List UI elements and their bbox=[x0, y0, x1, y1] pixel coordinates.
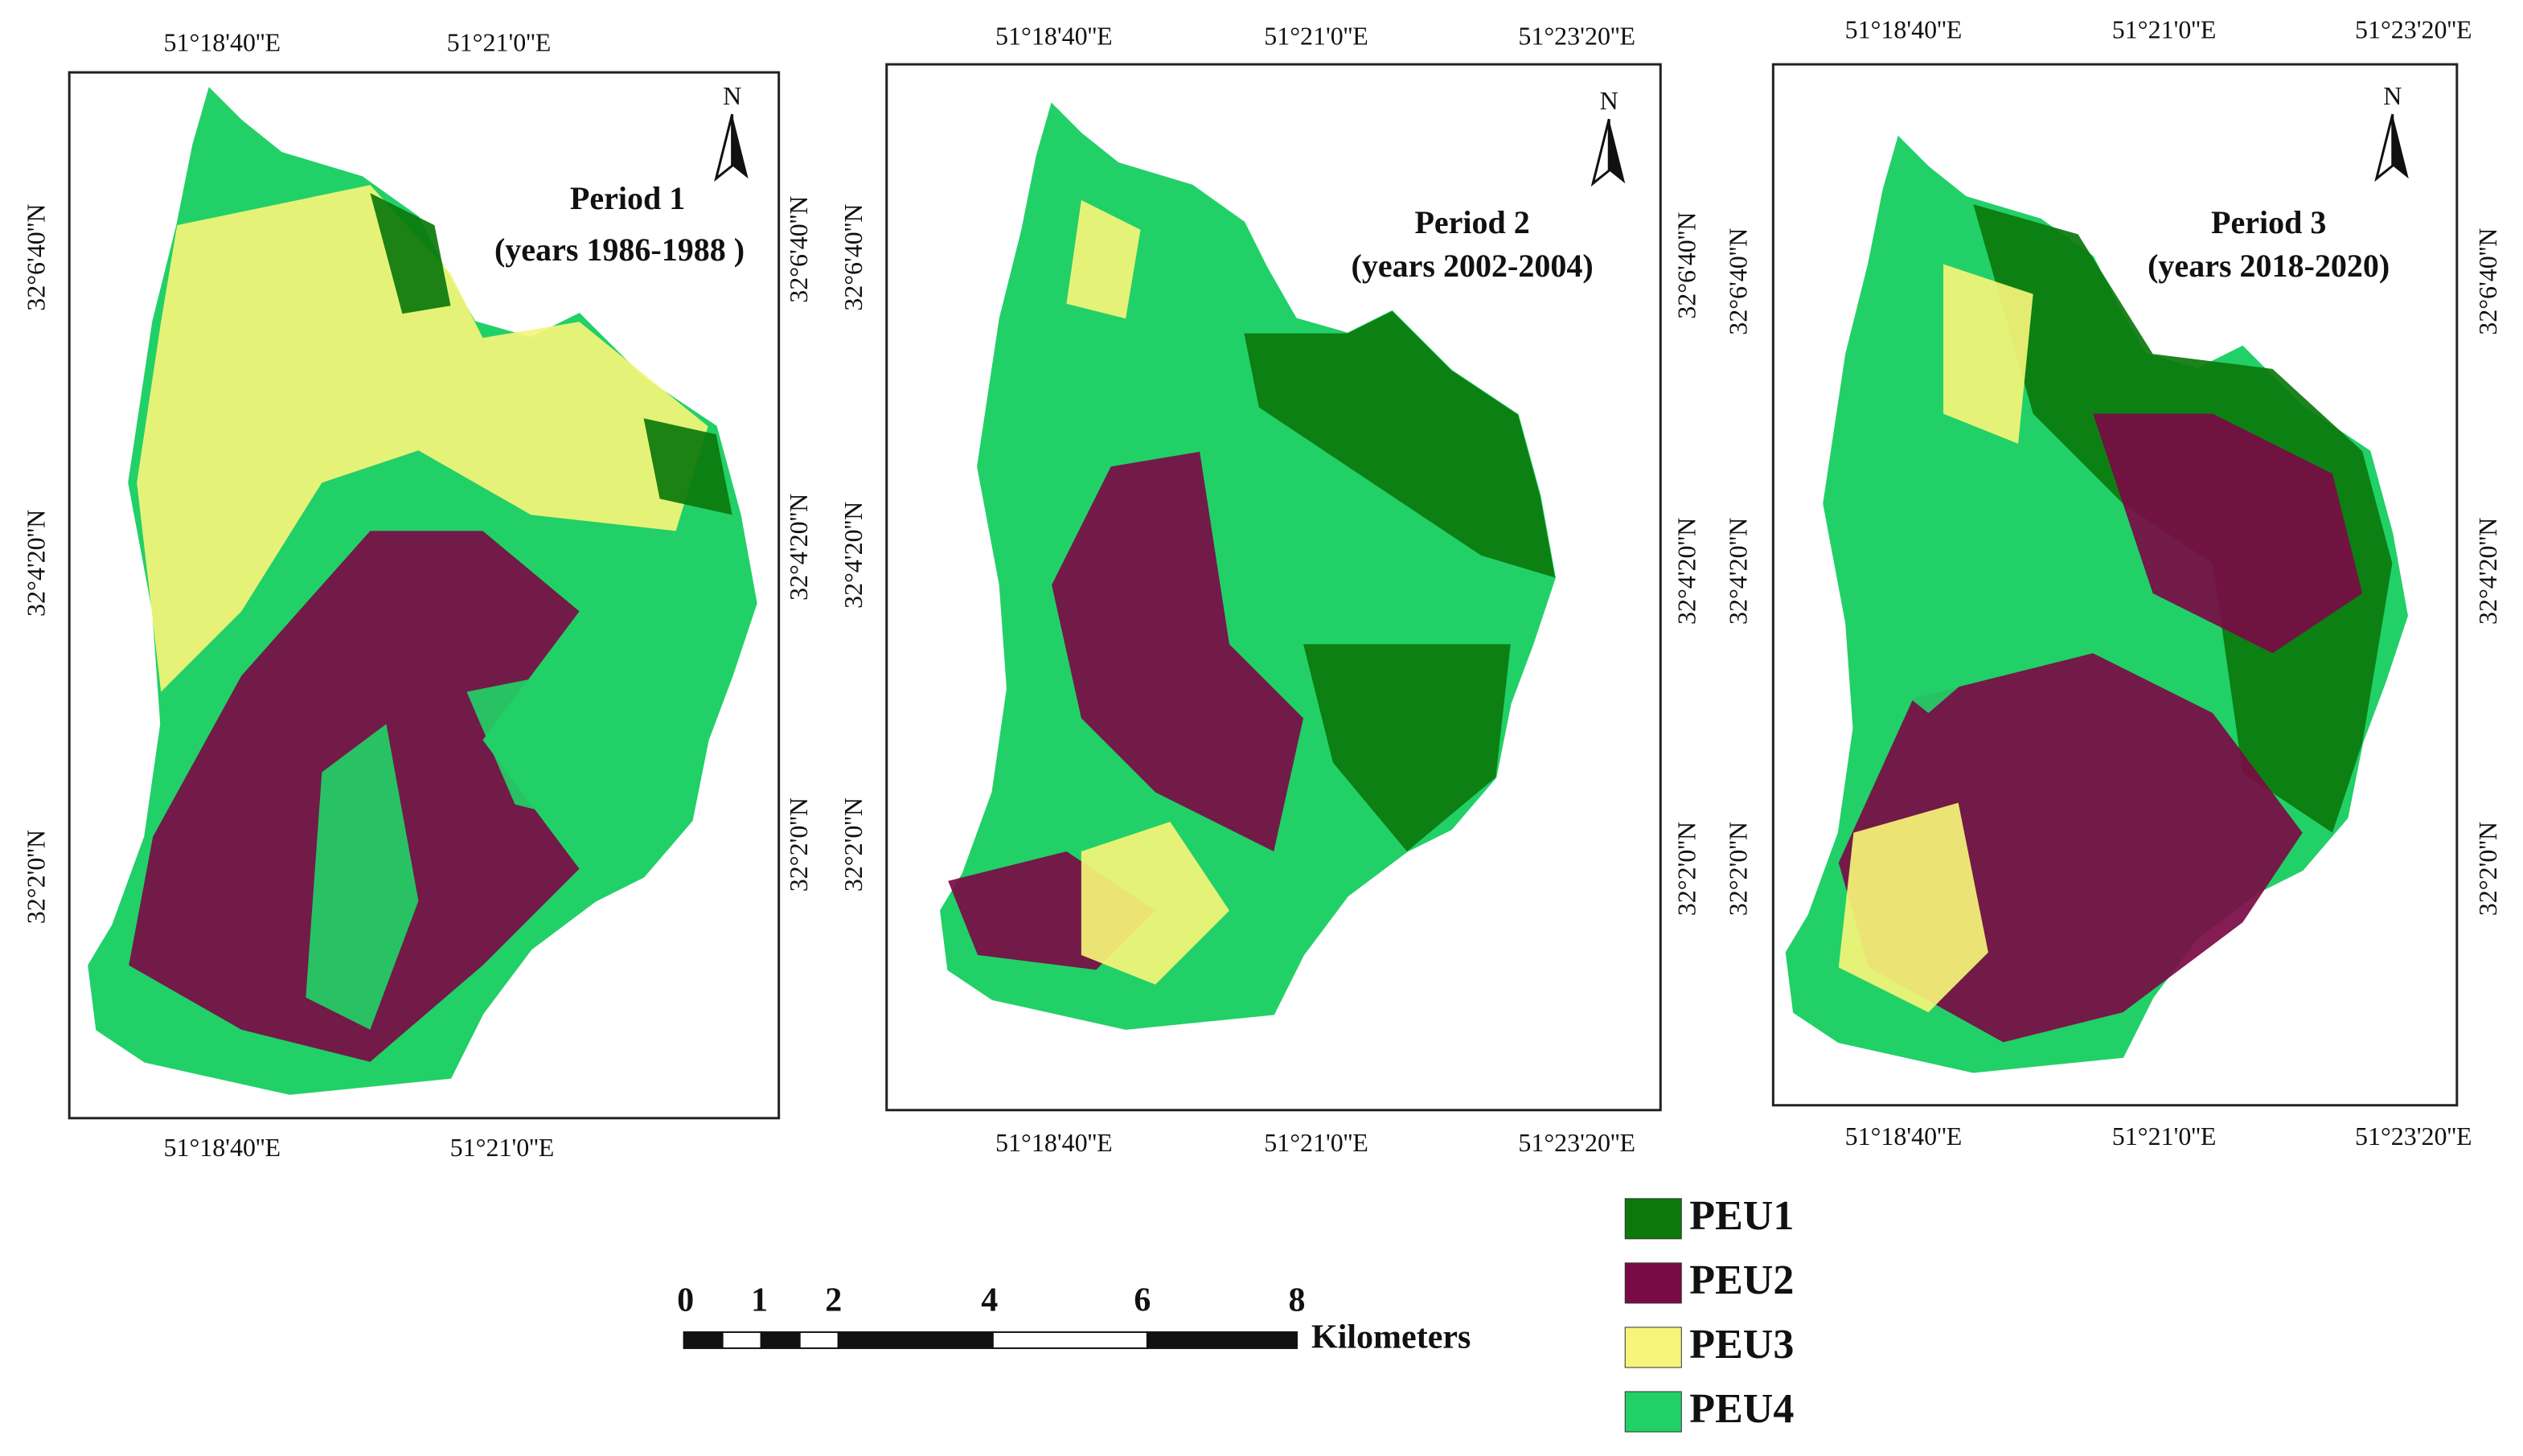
scale-segment bbox=[721, 1331, 762, 1349]
panel-subtitle: (years 2002-2004) bbox=[1352, 248, 1594, 284]
panel-title: Period 3 bbox=[2211, 204, 2326, 240]
scale-label: 0 bbox=[677, 1282, 694, 1319]
right-tick-label: 32°2'0''N bbox=[2473, 822, 2502, 916]
legend-label: PEU4 bbox=[1689, 1386, 1794, 1432]
peu-area bbox=[1943, 264, 2033, 444]
left-tick-label: 32°4'20''N bbox=[1724, 518, 1753, 625]
scale-label: 4 bbox=[981, 1282, 998, 1319]
bottom-tick-label: 51°21'0''E bbox=[450, 1133, 555, 1162]
peu-area bbox=[1081, 822, 1229, 985]
north-arrow-half bbox=[1609, 119, 1626, 184]
scale-segment bbox=[760, 1331, 801, 1349]
peu-area bbox=[466, 675, 676, 837]
peu-area bbox=[1838, 802, 1988, 1013]
legend-label: PEU2 bbox=[1689, 1257, 1794, 1303]
map-panel: 51°18'40''E 51°21'0''E 51°18'40''E 51°21'0'… bbox=[22, 27, 814, 1162]
panel-title: Period 2 bbox=[1414, 204, 1529, 240]
scale-label: 1 bbox=[751, 1282, 768, 1319]
peu-area bbox=[1066, 199, 1141, 319]
scale-segment bbox=[991, 1331, 1148, 1349]
bottom-tick-label: 51°18'40''E bbox=[995, 1128, 1113, 1157]
top-tick-label: 51°23'20''E bbox=[1518, 21, 1635, 50]
left-tick-label: 32°6'40''N bbox=[839, 204, 868, 311]
map-panel: 51°18'40''E 51°21'0''E 51°23'20''E 51°18'40… bbox=[1724, 14, 2503, 1150]
legend-swatch bbox=[1624, 1391, 1682, 1433]
scale-segment bbox=[798, 1331, 839, 1349]
legend-swatch bbox=[1624, 1262, 1682, 1304]
north-label: N bbox=[2383, 81, 2402, 110]
legend-swatch bbox=[1624, 1327, 1682, 1368]
left-tick-label: 32°2'0''N bbox=[839, 798, 868, 892]
scale-segment bbox=[1146, 1331, 1298, 1349]
scale-segment bbox=[683, 1331, 724, 1349]
left-tick-label: 32°2'0''N bbox=[1724, 822, 1753, 916]
watershed bbox=[1785, 135, 2408, 1073]
peu-area bbox=[2093, 413, 2363, 654]
right-tick-label: 32°6'40''N bbox=[784, 196, 813, 303]
panel-subtitle: (years 2018-2020) bbox=[2148, 248, 2390, 284]
top-tick-label: 51°21'0''E bbox=[1264, 21, 1368, 50]
top-tick-label: 51°21'0''E bbox=[2112, 14, 2217, 43]
left-tick-label: 32°4'20''N bbox=[839, 502, 868, 609]
scale-label: 2 bbox=[825, 1282, 842, 1319]
legend-label: PEU3 bbox=[1689, 1322, 1794, 1368]
left-tick-label: 32°4'20''N bbox=[22, 510, 51, 617]
peu-area bbox=[643, 418, 732, 515]
right-tick-label: 32°2'0''N bbox=[1672, 822, 1701, 916]
right-tick-label: 32°4'20''N bbox=[2473, 518, 2502, 625]
top-tick-label: 51°23'20''E bbox=[2355, 14, 2472, 43]
watershed bbox=[88, 87, 757, 1095]
bottom-tick-label: 51°23'20''E bbox=[2355, 1122, 2472, 1150]
peu-area bbox=[1303, 644, 1511, 851]
peu-area bbox=[1853, 429, 2033, 713]
map-panel: 51°18'40''E 51°21'0''E 51°23'20''E 51°18'40… bbox=[839, 21, 1701, 1157]
panel-subtitle: (years 1986-1988 ) bbox=[494, 232, 745, 268]
legend-swatch bbox=[1624, 1198, 1682, 1240]
top-tick-label: 51°18'40''E bbox=[1845, 14, 1963, 43]
north-label: N bbox=[723, 81, 741, 110]
scale-unit: Kilometers bbox=[1311, 1319, 1471, 1356]
peu-area bbox=[137, 185, 708, 692]
peu-area bbox=[1244, 311, 1556, 578]
peu-area bbox=[306, 724, 419, 1030]
top-tick-label: 51°18'40''E bbox=[995, 21, 1113, 50]
north-label: N bbox=[1600, 86, 1618, 115]
left-tick-label: 32°6'40''N bbox=[22, 204, 51, 311]
scale-label: 6 bbox=[1134, 1282, 1151, 1319]
right-tick-label: 32°4'20''N bbox=[1672, 518, 1701, 625]
peu-area bbox=[1052, 451, 1304, 851]
bottom-tick-label: 51°23'20''E bbox=[1518, 1128, 1635, 1157]
right-tick-label: 32°6'40''N bbox=[1672, 212, 1701, 319]
legend-label: PEU1 bbox=[1689, 1193, 1794, 1239]
bottom-tick-label: 51°21'0''E bbox=[1264, 1128, 1368, 1157]
top-tick-label: 51°21'0''E bbox=[447, 27, 552, 56]
bottom-tick-label: 51°18'40''E bbox=[1845, 1122, 1963, 1150]
left-tick-label: 32°6'40''N bbox=[1724, 228, 1753, 335]
top-tick-label: 51°18'40''E bbox=[163, 27, 281, 56]
right-tick-label: 32°6'40''N bbox=[2473, 228, 2502, 335]
scale-label: 8 bbox=[1289, 1282, 1306, 1319]
scale-segment bbox=[837, 1331, 994, 1349]
left-tick-label: 32°2'0''N bbox=[22, 830, 51, 924]
right-tick-label: 32°2'0''N bbox=[784, 798, 813, 892]
bottom-tick-label: 51°18'40''E bbox=[163, 1133, 281, 1162]
watershed bbox=[940, 102, 1556, 1030]
bottom-tick-label: 51°21'0''E bbox=[2112, 1122, 2217, 1150]
right-tick-label: 32°4'20''N bbox=[784, 494, 813, 601]
panel-title: Period 1 bbox=[570, 180, 685, 216]
